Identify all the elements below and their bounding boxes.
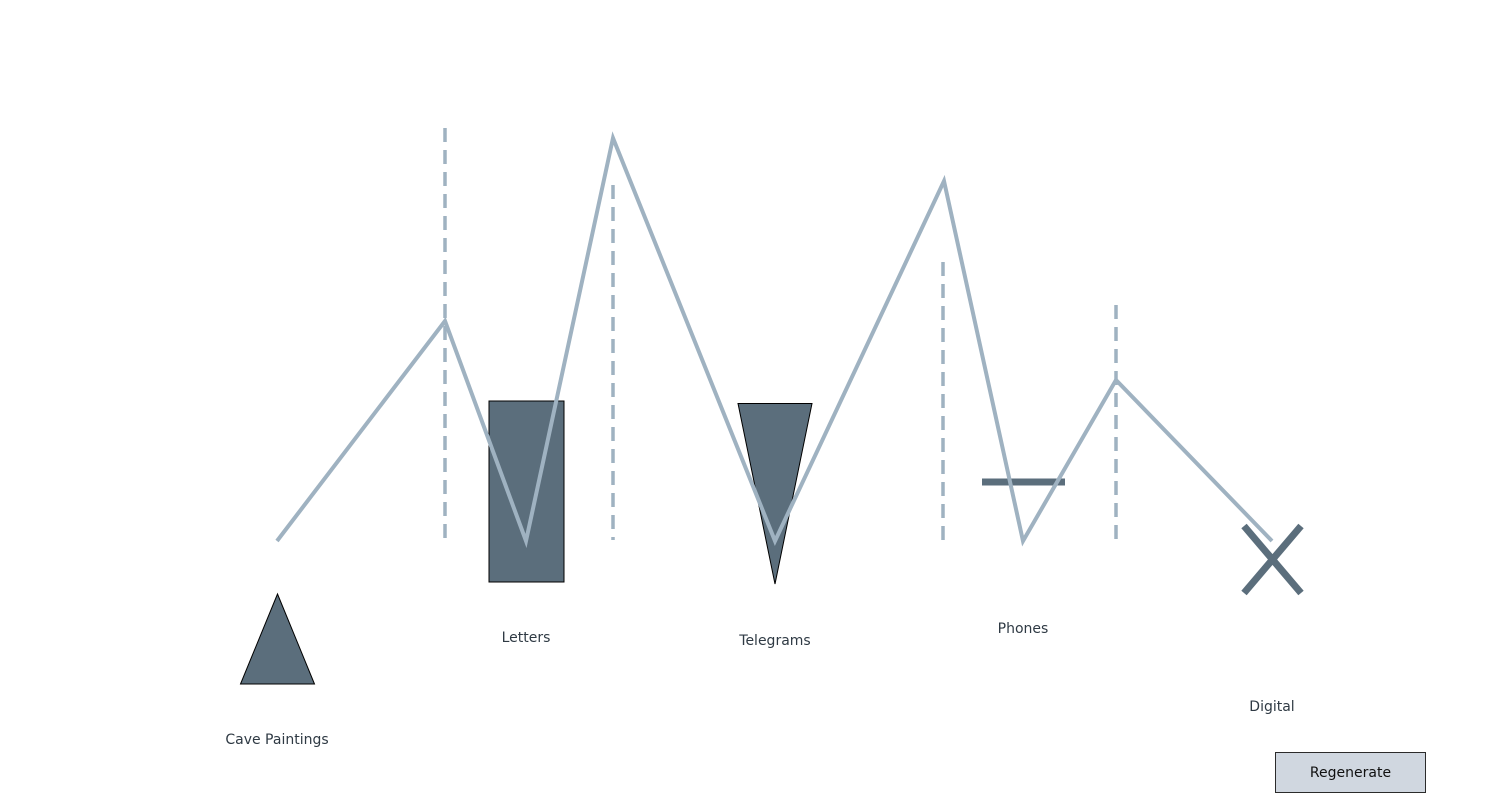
digital-x-marker <box>1241 523 1304 596</box>
telegrams-inverted-triangle-marker <box>737 403 813 585</box>
era-label-letters: Letters <box>502 630 551 646</box>
letters-rectangle-marker <box>488 400 565 583</box>
era-label-phones: Phones <box>998 621 1049 637</box>
cave-paintings-triangle-marker <box>239 592 316 685</box>
era-labels: Cave Paintings Letters Telegrams Phones … <box>225 621 1294 748</box>
era-label-telegrams: Telegrams <box>738 633 810 649</box>
dashed-guides <box>443 128 1118 540</box>
zigzag-connector-line <box>275 131 1274 549</box>
era-label-cave-paintings: Cave Paintings <box>225 732 328 748</box>
era-label-digital: Digital <box>1249 699 1294 715</box>
digital-x-stroke <box>1241 523 1304 596</box>
regenerate-button[interactable]: Regenerate <box>1275 752 1426 793</box>
